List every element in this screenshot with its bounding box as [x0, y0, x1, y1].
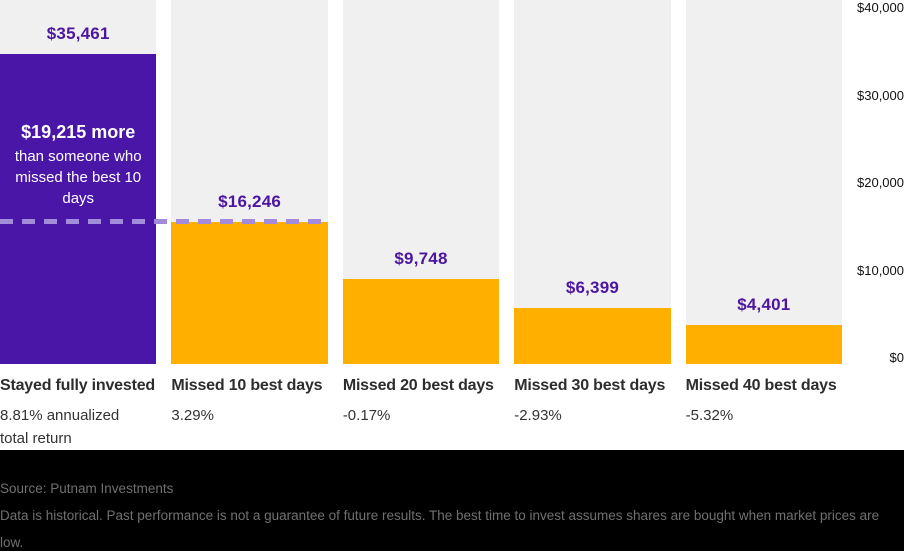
y-axis: $40,000 $30,000 $20,000 $10,000 $0	[842, 0, 904, 365]
bar-missed-30-best-days	[514, 308, 671, 364]
return-label-line: total return	[0, 430, 72, 447]
return-label: -5.32%	[686, 404, 842, 427]
return-label-line: -5.32%	[685, 407, 734, 424]
bar-value-label: $6,399	[565, 278, 620, 297]
y-axis-tick: $10,000	[857, 262, 904, 278]
chart-column-missed-40-best-days: $4,401 Missed 40 best days -5.32%	[685, 0, 843, 450]
bar-chart: $35,461 $19,215 more than someone who miss…	[0, 0, 843, 450]
category-label: Missed 10 best days	[171, 377, 323, 394]
disclaimer-text: Data is historical. Past performance is …	[0, 508, 880, 550]
return-label-line: -0.17%	[342, 407, 391, 424]
column-track: $35,461 $19,215 more than someone who miss…	[0, 0, 157, 364]
column-track: $4,401	[685, 0, 843, 364]
difference-annotation: $19,215 more than someone who missed the …	[0, 120, 156, 209]
column-track: $9,748	[342, 0, 500, 364]
column-track: $16,246	[171, 0, 328, 364]
chart-column-missed-20-best-days: $9,748 Missed 20 best days -0.17%	[342, 0, 500, 450]
return-label-line: -2.93%	[514, 407, 562, 424]
category-label: Missed 20 best days	[342, 377, 494, 394]
return-label: -2.93%	[514, 404, 670, 427]
y-axis-tick: $0	[889, 350, 904, 365]
category-label: Missed 30 best days	[514, 377, 666, 394]
y-axis-tick: $40,000	[857, 0, 904, 15]
y-axis-tick: $30,000	[857, 87, 904, 103]
y-axis-tick: $20,000	[857, 175, 904, 190]
bar-value-label: $9,748	[394, 249, 448, 268]
return-label-line: 3.29%	[171, 407, 214, 424]
bar-missed-20-best-days	[342, 279, 500, 364]
return-label-line: 8.81% annualized	[0, 407, 120, 424]
chart-column-missed-10-best-days: $16,246 Missed 10 best days 3.29%	[171, 0, 328, 450]
annotation-body: than someone who missed the best 10 days	[14, 148, 142, 207]
footer: Source: Putnam Investments Data is histo…	[0, 450, 904, 551]
column-track: $6,399	[514, 0, 671, 364]
return-label: 8.81% annualized total return	[0, 404, 156, 450]
reference-line	[0, 219, 328, 224]
annotation-headline: $19,215 more	[21, 122, 136, 142]
bar-missed-10-best-days	[171, 222, 328, 364]
bar-stayed-fully-invested: $19,215 more than someone who missed the …	[0, 54, 157, 364]
return-label: 3.29%	[171, 404, 327, 427]
category-label: Stayed fully invested	[0, 377, 155, 394]
return-label: -0.17%	[343, 404, 499, 427]
source-text: Source: Putnam Investments	[0, 481, 174, 496]
bar-missed-40-best-days	[685, 325, 843, 364]
bar-value-label: $35,461	[46, 24, 110, 43]
bar-value-label: $16,246	[218, 192, 282, 211]
bar-value-label: $4,401	[737, 295, 791, 314]
category-label: Missed 40 best days	[685, 377, 837, 394]
chart-column-missed-30-best-days: $6,399 Missed 30 best days -2.93%	[514, 0, 671, 450]
chart-column-stayed-fully-invested: $35,461 $19,215 more than someone who miss…	[0, 0, 157, 450]
